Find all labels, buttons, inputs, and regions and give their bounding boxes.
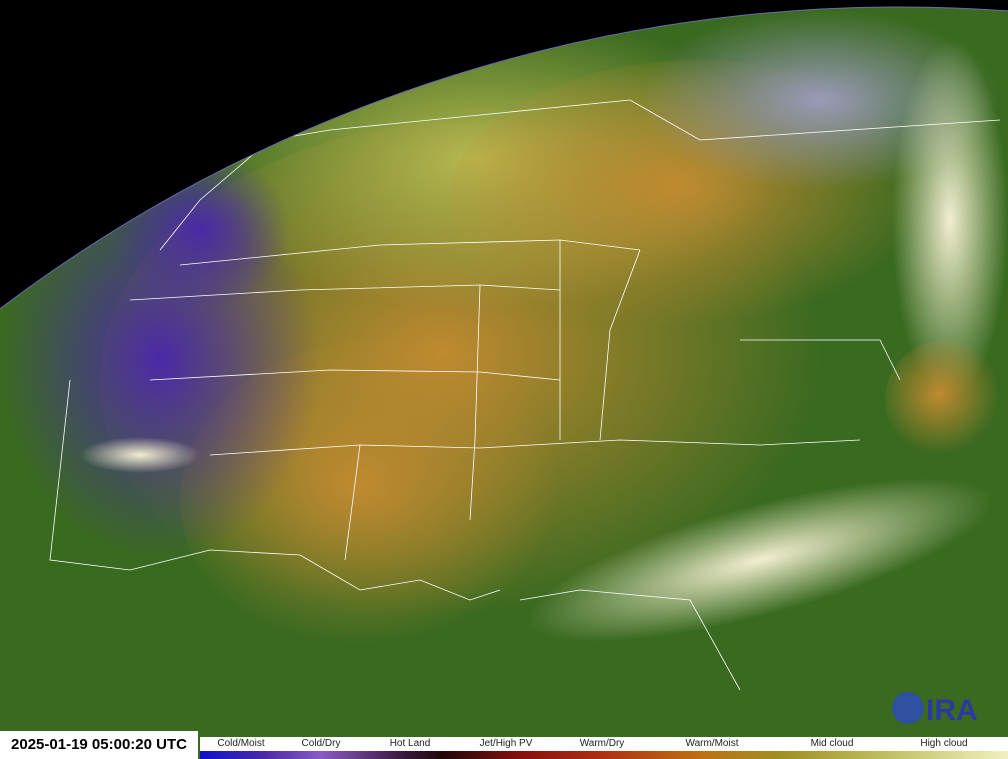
legend-label-cold-dry: Cold/Dry	[301, 738, 341, 749]
legend-label-high-cloud: High cloud	[920, 738, 968, 749]
legend-label-warm-moist: Warm/Moist	[685, 738, 739, 749]
earth-limb	[0, 6, 1008, 310]
color-legend: Cold/Moist Cold/Dry Hot Land Jet/High PV…	[200, 737, 1008, 759]
state-boundaries	[49, 99, 1001, 691]
legend-label-warm-dry: Warm/Dry	[579, 738, 625, 749]
svg-text:IRA: IRA	[926, 694, 978, 727]
legend-label-cold-moist: Cold/Moist	[217, 738, 265, 749]
legend-color-bar	[200, 751, 1008, 759]
legend-label-mid-cloud: Mid cloud	[810, 738, 854, 749]
legend-label-jet-high-pv: Jet/High PV	[479, 738, 533, 749]
timestamp-label: 2025-01-19 05:00:20 UTC	[0, 731, 198, 759]
legend-label-hot-land: Hot Land	[389, 738, 431, 749]
cira-logo: IRA	[888, 688, 1000, 728]
